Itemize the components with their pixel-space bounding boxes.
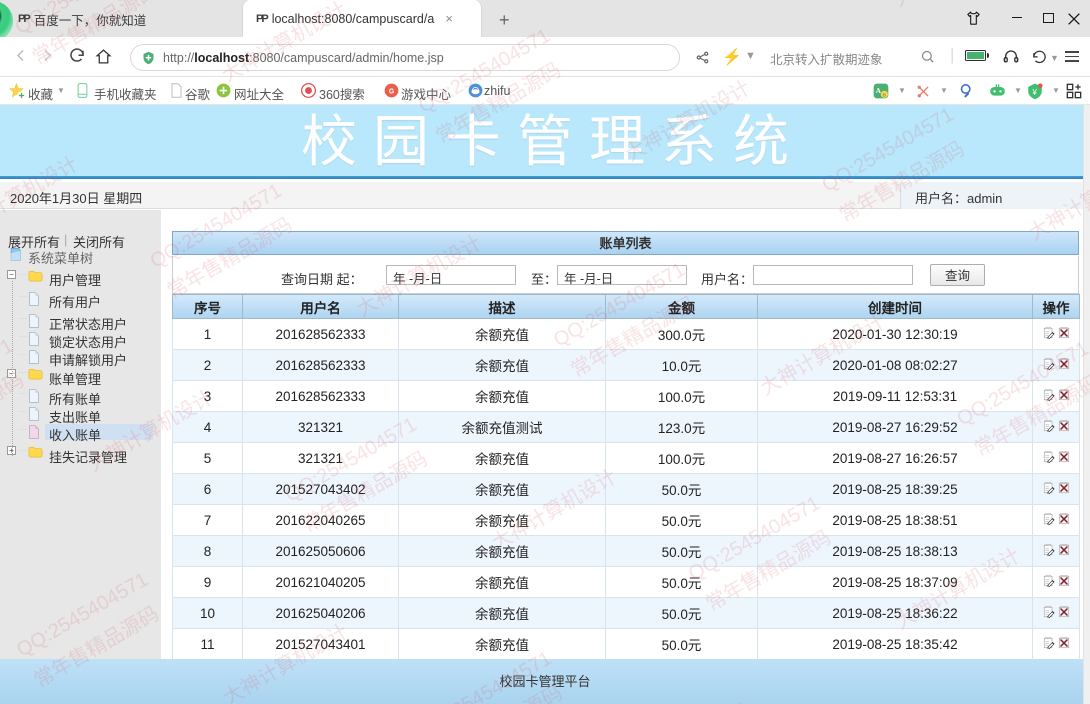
svg-text:A: A (876, 86, 882, 95)
svg-text:G: G (389, 88, 394, 95)
svg-text:¥: ¥ (1031, 88, 1037, 97)
